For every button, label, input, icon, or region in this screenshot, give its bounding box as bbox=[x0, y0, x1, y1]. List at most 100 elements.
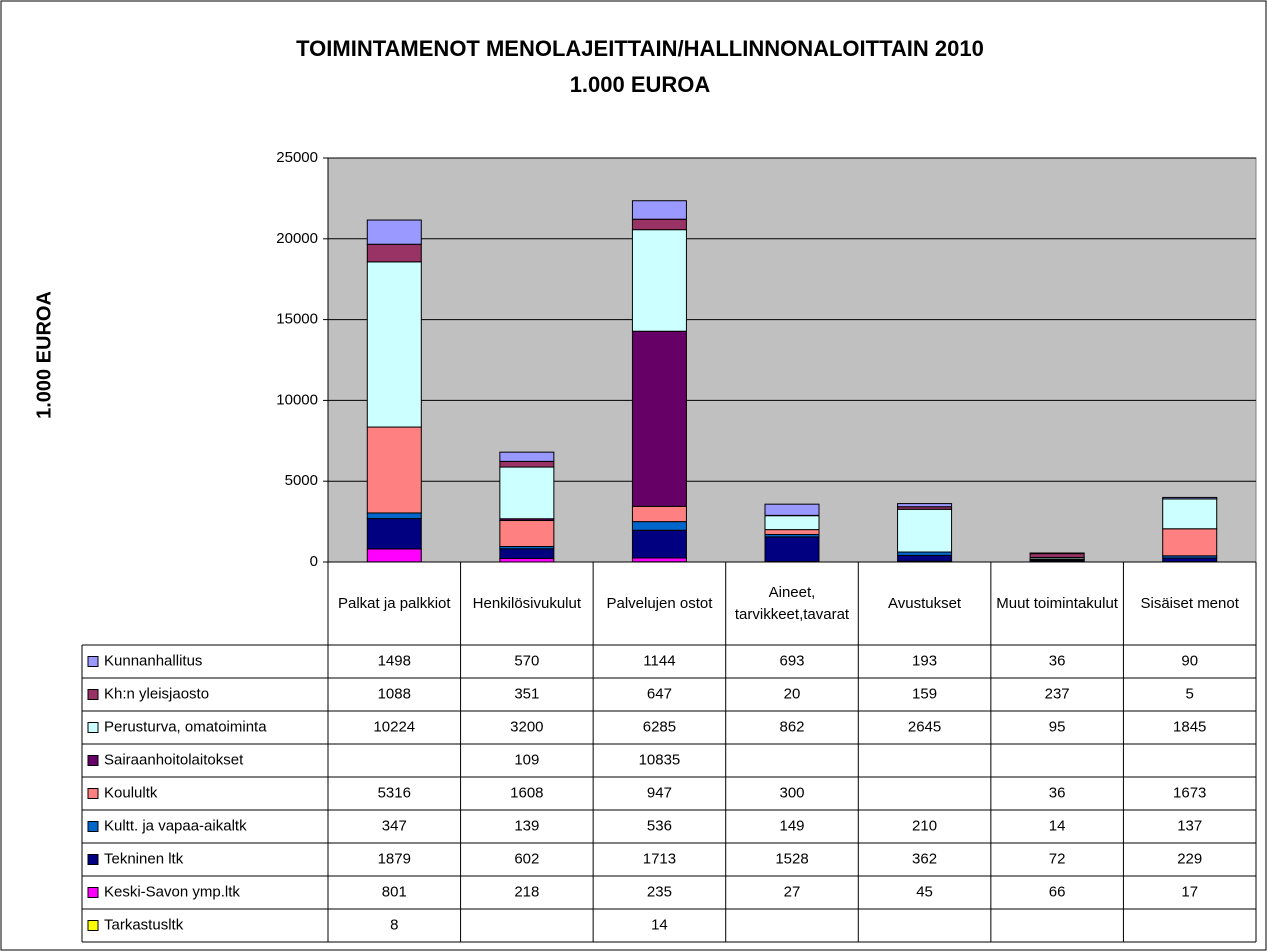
legend-label: Perusturva, omatoiminta bbox=[104, 718, 267, 735]
bar-segment bbox=[764, 503, 820, 516]
table-value: 570 bbox=[514, 652, 539, 669]
category-label: Sisäiset menot bbox=[1140, 594, 1239, 612]
table-value: 3200 bbox=[510, 718, 543, 735]
legend-key bbox=[87, 722, 99, 733]
y-tick-label: 20000 bbox=[276, 230, 318, 247]
bar-segment bbox=[499, 460, 555, 468]
table-value: 235 bbox=[647, 883, 672, 900]
legend-key bbox=[87, 887, 99, 898]
y-tick-label: 5000 bbox=[285, 472, 318, 489]
category-label: Palkat ja palkkiot bbox=[338, 594, 451, 612]
bar-segment bbox=[1162, 496, 1218, 500]
legend-label: Koulultk bbox=[104, 784, 158, 801]
bar-segment bbox=[631, 529, 687, 559]
table-value: 159 bbox=[912, 685, 937, 702]
legend-label: Kunnanhallitus bbox=[104, 652, 202, 669]
bar-segment bbox=[366, 426, 422, 514]
bar-segment bbox=[499, 520, 555, 548]
table-value: 10835 bbox=[639, 751, 681, 768]
table-value: 20 bbox=[784, 685, 801, 702]
category-label: Muut toimintakulut bbox=[996, 594, 1118, 612]
chart-subtitle: 1.000 EUROA bbox=[570, 72, 711, 97]
table-value: 300 bbox=[779, 784, 804, 801]
table-value: 536 bbox=[647, 817, 672, 834]
bar-segment bbox=[1162, 528, 1218, 557]
table-value: 8 bbox=[390, 916, 398, 933]
table-value: 5316 bbox=[378, 784, 411, 801]
table-value: 2645 bbox=[908, 718, 941, 735]
legend-key bbox=[87, 689, 99, 700]
table-value: 647 bbox=[647, 685, 672, 702]
table-value: 193 bbox=[912, 652, 937, 669]
legend-key bbox=[87, 755, 99, 766]
table-value: 14 bbox=[1049, 817, 1066, 834]
y-tick-label: 10000 bbox=[276, 391, 318, 408]
table-value: 1673 bbox=[1173, 784, 1206, 801]
bar-segment bbox=[631, 200, 687, 220]
bar-segment bbox=[764, 515, 820, 531]
table-value: 693 bbox=[779, 652, 804, 669]
table-value: 10224 bbox=[373, 718, 415, 735]
bar-segment bbox=[631, 218, 687, 231]
table-value: 1608 bbox=[510, 784, 543, 801]
table-value: 801 bbox=[382, 883, 407, 900]
table-value: 229 bbox=[1177, 850, 1202, 867]
table-value: 36 bbox=[1049, 784, 1066, 801]
bar-segment bbox=[1029, 553, 1085, 558]
bar-segment bbox=[366, 548, 422, 563]
category-label: Aineet, tarvikkeet,tavarat bbox=[734, 583, 850, 623]
table-value: 1144 bbox=[643, 652, 675, 669]
table-value: 17 bbox=[1181, 883, 1198, 900]
legend-label: Kh:n yleisjaosto bbox=[104, 685, 209, 702]
bar-segment bbox=[366, 243, 422, 263]
chart-title: TOIMINTAMENOT MENOLAJEITTAIN/HALLINNONAL… bbox=[296, 36, 984, 61]
bar-segment bbox=[764, 529, 820, 535]
table-value: 149 bbox=[779, 817, 804, 834]
table-value: 347 bbox=[382, 817, 407, 834]
table-value: 90 bbox=[1181, 652, 1198, 669]
bar-segment bbox=[897, 551, 953, 556]
legend-key bbox=[87, 788, 99, 799]
table-value: 1845 bbox=[1173, 718, 1206, 735]
bar-segment bbox=[366, 518, 422, 550]
table-value: 1498 bbox=[378, 652, 411, 669]
bar-segment bbox=[631, 521, 687, 531]
bar-segment bbox=[897, 554, 953, 562]
bar-segment bbox=[897, 503, 953, 508]
table-value: 947 bbox=[647, 784, 672, 801]
table-value: 95 bbox=[1049, 718, 1066, 735]
table-value: 362 bbox=[912, 850, 937, 867]
legend-label: Sairaanhoitolaitokset bbox=[104, 751, 244, 768]
table-value: 862 bbox=[779, 718, 804, 735]
y-tick-label: 25000 bbox=[276, 149, 318, 166]
table-value: 45 bbox=[916, 883, 933, 900]
table-value: 66 bbox=[1049, 883, 1066, 900]
legend-label: Tarkastusltk bbox=[104, 916, 184, 933]
plot-area bbox=[327, 157, 1257, 563]
table-value: 1879 bbox=[378, 850, 411, 867]
legend-label: Tekninen ltk bbox=[104, 850, 184, 867]
table-value: 1088 bbox=[378, 685, 411, 702]
legend-key bbox=[87, 656, 99, 667]
category-label: Palvelujen ostot bbox=[606, 594, 713, 612]
table-value: 218 bbox=[514, 883, 539, 900]
table-value: 237 bbox=[1045, 685, 1070, 702]
table-value: 210 bbox=[912, 817, 937, 834]
bar-segment bbox=[499, 451, 555, 462]
table-value: 36 bbox=[1049, 652, 1066, 669]
bar-segment bbox=[1162, 498, 1218, 530]
y-axis-label: 1.000 EUROA bbox=[33, 291, 55, 419]
table-value: 351 bbox=[514, 685, 539, 702]
bar-segment bbox=[366, 261, 422, 428]
bar-segment bbox=[631, 330, 687, 507]
table-value: 6285 bbox=[643, 718, 676, 735]
table-value: 14 bbox=[651, 916, 668, 933]
bar-segment bbox=[366, 219, 422, 245]
table-value: 72 bbox=[1049, 850, 1066, 867]
category-label: Avustukset bbox=[888, 594, 962, 612]
table-value: 1528 bbox=[775, 850, 808, 867]
table-value: 137 bbox=[1177, 817, 1202, 834]
bar-segment bbox=[764, 536, 820, 563]
y-tick-label: 0 bbox=[310, 553, 318, 570]
